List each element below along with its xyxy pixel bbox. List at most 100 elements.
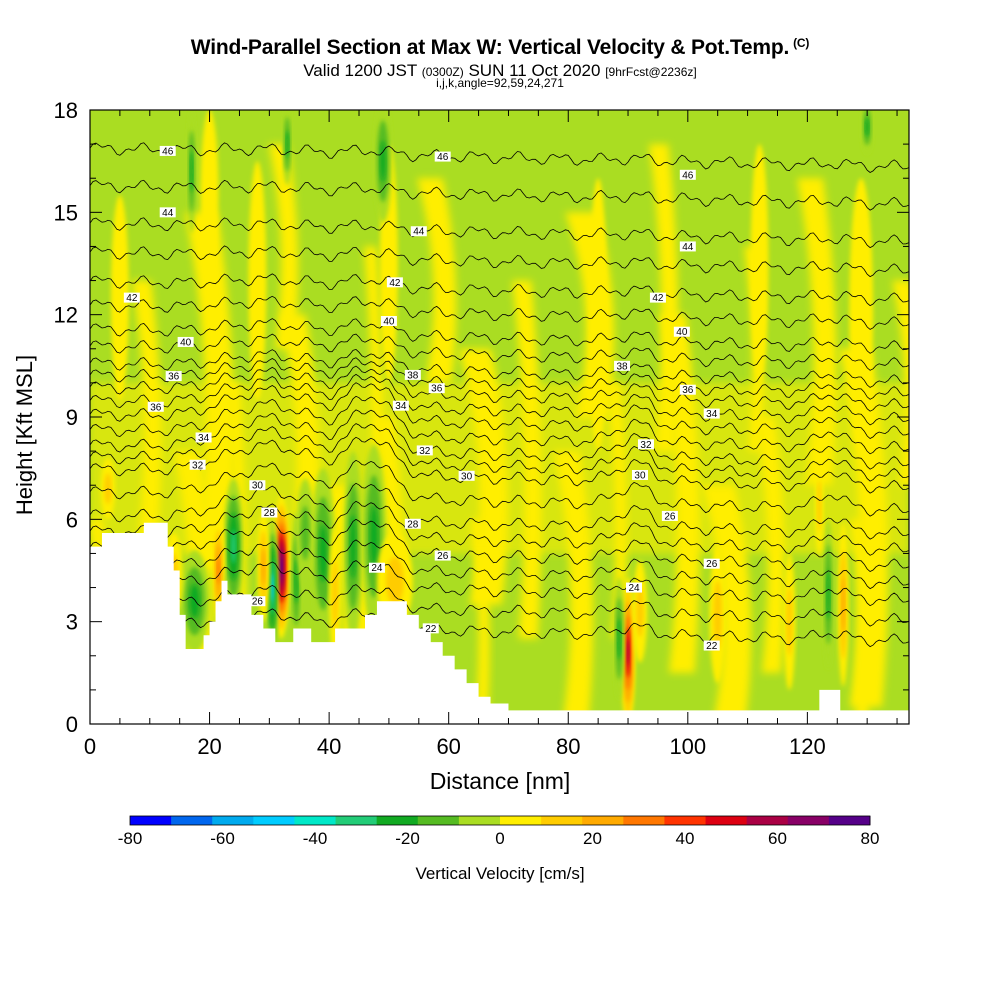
contour-label: 46 xyxy=(437,152,449,163)
contour-label-bg xyxy=(249,596,266,607)
colorbar-tick-label: -20 xyxy=(395,829,420,848)
y-tick-label: 12 xyxy=(54,303,78,328)
contour-label: 40 xyxy=(676,327,688,338)
contour-label-bg xyxy=(649,292,666,303)
contour-label-bg xyxy=(679,241,696,252)
contour-label-bg xyxy=(673,326,690,337)
x-tick-label: 120 xyxy=(789,734,826,759)
velocity-cell xyxy=(217,556,221,585)
contour-label-bg xyxy=(428,383,445,394)
y-tick-label: 3 xyxy=(66,610,78,635)
colorbar-tick-label: 80 xyxy=(861,829,880,848)
terrain xyxy=(90,522,909,724)
colorbar-swatch xyxy=(746,816,789,825)
theta-contour xyxy=(90,357,909,400)
velocity-cell xyxy=(300,505,310,561)
contour-label: 28 xyxy=(264,508,276,519)
contour-label: 22 xyxy=(425,624,437,635)
contour-label-bg xyxy=(416,445,433,456)
theta-contour xyxy=(90,382,909,439)
contour-label-bg xyxy=(404,518,421,529)
velocity-cell xyxy=(817,480,822,532)
contour-label-bg xyxy=(679,169,696,180)
x-tick-label: 60 xyxy=(436,734,460,759)
contour-label-bg xyxy=(368,562,385,573)
colorbar-swatch xyxy=(253,816,295,825)
colorbar-swatch xyxy=(130,816,172,825)
contour-label-bg xyxy=(249,480,266,491)
colorbar-tick-label: 20 xyxy=(583,829,602,848)
velocity-cell xyxy=(261,548,266,586)
colorbar-swatch xyxy=(541,816,583,825)
contour-label-bg xyxy=(410,226,427,237)
contour-label: 46 xyxy=(682,170,694,181)
theta-contour xyxy=(90,518,909,572)
velocity-cell xyxy=(349,514,357,579)
velocity-cell xyxy=(189,584,200,619)
colorbar-tick-label: -60 xyxy=(210,829,235,848)
contour-label: 26 xyxy=(664,511,676,522)
theta-contour xyxy=(90,409,909,470)
contour-label-bg xyxy=(195,432,212,443)
velocity-cell xyxy=(200,110,219,281)
theta-contour xyxy=(90,348,909,388)
colorbar-swatch xyxy=(705,816,748,825)
colorbar-title: Vertical Velocity [cm/s] xyxy=(415,864,585,883)
y-tick-label: 6 xyxy=(66,507,78,532)
chart-title: Wind-Parallel Section at Max W: Vertical… xyxy=(190,36,810,59)
velocity-cell xyxy=(826,569,831,620)
velocity-cell xyxy=(750,144,769,383)
colorbar-swatch xyxy=(582,816,624,825)
chart-indices: i,j,k,angle=92,59,24,271 xyxy=(436,76,564,90)
y-axis-title: Height [Kft MSL] xyxy=(12,354,37,516)
contour-label-bg xyxy=(422,623,439,634)
contour-label: 26 xyxy=(252,597,264,608)
contour-label: 34 xyxy=(706,409,718,420)
velocity-cell xyxy=(626,639,630,665)
velocity-cell xyxy=(231,529,236,564)
theta-contour xyxy=(90,436,909,494)
updraft-band xyxy=(850,519,871,724)
contour-label: 42 xyxy=(126,293,138,304)
contour-label-bg xyxy=(189,459,206,470)
colorbar-swatch xyxy=(623,816,665,825)
colorbar-tick-label: -40 xyxy=(303,829,328,848)
contour-label: 30 xyxy=(634,470,646,481)
theta-contour xyxy=(90,500,909,556)
contour-label-bg xyxy=(159,145,176,156)
contour-label: 40 xyxy=(180,337,192,348)
colorbar-swatch xyxy=(828,816,871,825)
contour-label: 44 xyxy=(682,242,694,253)
velocity-cell xyxy=(379,140,386,182)
x-tick-label: 0 xyxy=(84,734,96,759)
contour-label: 42 xyxy=(652,293,664,304)
velocity-cell xyxy=(271,573,274,602)
contour-label-bg xyxy=(159,207,176,218)
contour-label-bg xyxy=(434,550,451,561)
contour-label-bg xyxy=(434,151,451,162)
theta-contour xyxy=(90,560,909,607)
contour-label: 36 xyxy=(431,384,443,395)
contour-label: 24 xyxy=(628,583,640,594)
contour-label: 46 xyxy=(162,146,174,157)
velocity-cell xyxy=(248,161,267,400)
chart-subtitle: Valid 1200 JST (0300Z) SUN 11 Oct 2020 [… xyxy=(303,61,697,80)
contour-label: 38 xyxy=(407,370,419,381)
contour-label-bg xyxy=(637,439,654,450)
y-tick-label: 15 xyxy=(54,200,78,225)
velocity-cell xyxy=(589,178,608,452)
contour-label-bg xyxy=(177,336,194,347)
updraft-band xyxy=(268,144,299,349)
colorbar-swatch xyxy=(335,816,378,825)
contour-label-bg xyxy=(703,558,720,569)
colorbar-tick-label: 40 xyxy=(676,829,695,848)
contour-label-bg xyxy=(626,582,643,593)
theta-contour xyxy=(90,273,909,307)
contour-label: 42 xyxy=(389,278,401,289)
colorbar-frame xyxy=(129,815,871,826)
contour-label-bg xyxy=(123,292,140,303)
y-tick-label: 0 xyxy=(66,712,78,737)
contour-label: 34 xyxy=(198,433,210,444)
contour-label: 28 xyxy=(407,519,419,530)
